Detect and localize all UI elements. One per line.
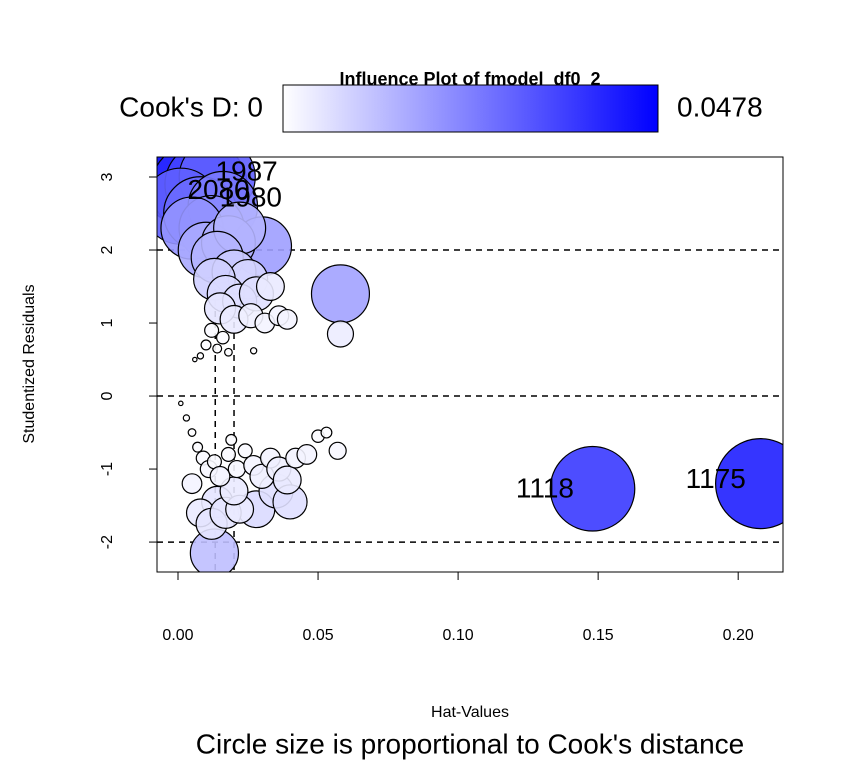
bubble: [209, 465, 231, 487]
point-label: 2080: [187, 174, 249, 205]
y-axis-label: Studentized Residuals: [21, 284, 38, 443]
bubble: [272, 465, 302, 495]
colorbar: [282, 84, 659, 133]
axes: 0.00 0.05 0.10 0.15 0.20 -2 -1 0 1 2 3: [99, 172, 754, 644]
x-tick-label: 0.10: [443, 627, 474, 644]
bubble: [192, 356, 198, 363]
x-tick-label: 0.00: [162, 627, 193, 644]
bubble: [276, 308, 298, 330]
bubble: [715, 438, 783, 530]
bubble: [220, 446, 236, 462]
colorbar-min-label: Cook's D: 0: [119, 91, 263, 122]
bubble: [320, 426, 333, 439]
bubble: [549, 445, 636, 532]
y-tick-label: 0: [99, 391, 116, 400]
y-tick-label: 2: [99, 245, 116, 254]
bubble: [326, 320, 355, 348]
bubble: [227, 459, 246, 479]
chart-title: Influence Plot of fmodel_df0_2: [339, 69, 600, 89]
x-tick-label: 0.05: [302, 627, 333, 644]
bubble: [187, 428, 197, 437]
bubble: [200, 339, 212, 351]
x-tick-label: 0.20: [723, 627, 754, 644]
bubble: [216, 330, 230, 345]
bubble: [178, 400, 184, 407]
bubble: [328, 441, 347, 460]
bubble: [296, 444, 318, 465]
x-axis-label: Hat-Values: [431, 704, 509, 721]
bubble: [237, 443, 253, 459]
bubble: [204, 322, 220, 338]
point-label: 1980: [220, 181, 282, 212]
bubble: [182, 414, 191, 422]
bubble: [196, 352, 205, 360]
plot-frame: [156, 156, 784, 573]
bubble: [192, 441, 204, 453]
bubble: [255, 272, 285, 302]
bubble: [249, 347, 258, 355]
bubble: [310, 264, 371, 324]
bubble: [181, 473, 203, 495]
x-tick-label: 0.15: [583, 627, 614, 644]
colorbar-max-label: 0.0478: [677, 91, 763, 122]
bubble: [212, 343, 223, 354]
point-label: 1987: [215, 156, 277, 187]
y-tick-label: -1: [99, 462, 116, 476]
bubble: [224, 347, 233, 357]
subtitle: Circle size is proportional to Cook's di…: [196, 728, 744, 759]
point-label: 1118: [516, 473, 574, 504]
y-tick-label: 1: [99, 318, 116, 327]
point-label: 1175: [686, 463, 746, 494]
y-tick-label: 3: [99, 172, 116, 181]
y-tick-label: -2: [99, 535, 116, 549]
bubble: [225, 433, 238, 446]
